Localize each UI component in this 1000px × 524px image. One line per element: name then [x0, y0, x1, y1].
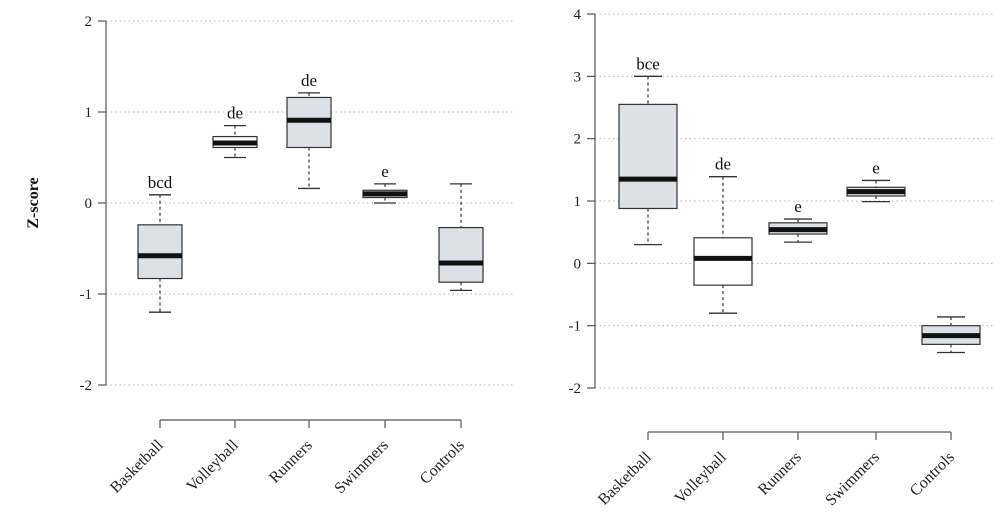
iqr-box	[137, 224, 183, 280]
right-boxplot-panel: -2 -1 0 1 2 3 4 Basketball Volleyball Runners Swim…	[569, 7, 995, 509]
y-tick-label: 2	[85, 14, 93, 30]
significance-label: de	[301, 71, 317, 90]
y-tick-label: 0	[574, 256, 582, 272]
x-tick-label: Runners	[266, 437, 316, 487]
y-tick-label: 1	[85, 105, 93, 121]
x-tick-label: Controls	[417, 437, 468, 488]
y-tick-label: -1	[569, 319, 582, 335]
y-tick-label: -2	[569, 381, 582, 397]
iqr-box	[693, 237, 753, 286]
y-tick-label: 0	[85, 196, 93, 212]
iqr-box	[438, 226, 484, 283]
significance-label: de	[715, 155, 731, 174]
box-volleyball: de	[693, 155, 753, 314]
box-swimmers: e	[362, 162, 408, 204]
box-volleyball: de	[212, 104, 258, 159]
box-runners: de	[286, 71, 332, 190]
box-controls	[921, 316, 981, 354]
significance-label: e	[381, 162, 389, 181]
y-axis-title: Z-score	[25, 177, 42, 228]
x-tick-label: Swimmers	[331, 437, 391, 497]
y-tick-label: 4	[574, 7, 582, 23]
box-runners: e	[768, 197, 828, 243]
significance-label: e	[794, 197, 802, 216]
y-tick-label: 2	[574, 132, 582, 148]
iqr-box	[618, 103, 678, 210]
x-tick-label: Basketball	[107, 436, 167, 496]
significance-label: de	[227, 104, 243, 123]
box-swimmers: e	[846, 158, 906, 203]
left-boxplot-panel: -2 -1 0 1 2 Z-score Basketball Volleyball Runner…	[25, 14, 515, 497]
box-controls	[438, 183, 484, 292]
significance-label: bce	[636, 54, 660, 73]
x-tick-label: Controls	[907, 449, 958, 500]
significance-label: e	[872, 158, 880, 177]
box-basketball: bce	[618, 54, 678, 246]
x-tick-label: Swimmers	[822, 449, 882, 509]
x-tick-label: Runners	[755, 449, 805, 499]
significance-label: bcd	[148, 173, 173, 192]
x-tick-label: Volleyball	[184, 436, 243, 495]
y-tick-label: -1	[80, 287, 93, 303]
x-tick-label: Basketball	[595, 448, 655, 508]
y-tick-label: -2	[80, 378, 93, 394]
x-tick-label: Volleyball	[672, 448, 731, 507]
box-basketball: bcd	[137, 173, 183, 313]
y-tick-label: 3	[574, 69, 582, 85]
y-tick-label: 1	[574, 194, 582, 210]
